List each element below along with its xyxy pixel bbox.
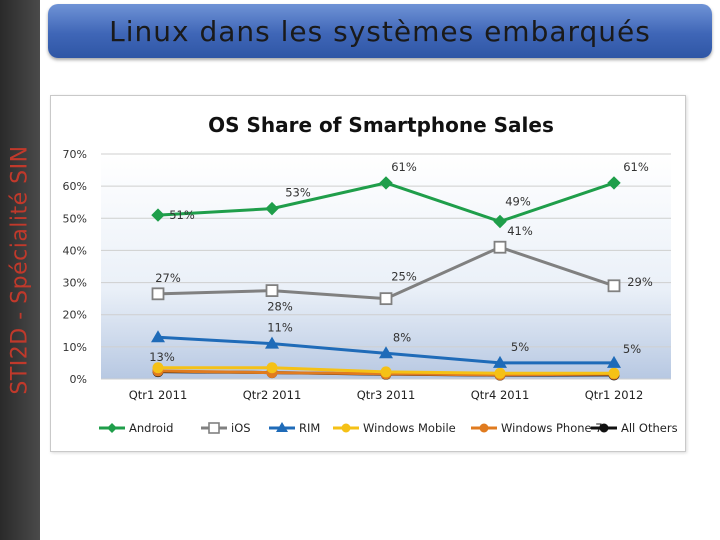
x-tick-label: Qtr2 2011: [243, 388, 302, 402]
data-point-android: [379, 176, 393, 190]
data-point-ios: [607, 279, 621, 293]
data-point-ios: [493, 240, 507, 254]
data-label-rim: 13%: [149, 350, 175, 364]
data-point-ios: [379, 292, 393, 306]
x-tick-label: Qtr1 2012: [585, 388, 644, 402]
legend-label-android: Android: [129, 421, 173, 435]
legend-marker-rim: [276, 422, 288, 432]
y-tick-label: 40%: [63, 244, 87, 257]
legend-label-ios: iOS: [231, 421, 251, 435]
legend-marker-android: [107, 423, 117, 433]
data-point-ios: [265, 284, 279, 298]
legend-marker-all-others: [599, 423, 609, 433]
legend-item-windows-mobile: Windows Mobile: [333, 421, 456, 435]
data-point-rim: [607, 355, 621, 368]
data-point-android: [151, 208, 165, 222]
data-label-ios: 28%: [267, 300, 293, 314]
chart-title: OS Share of Smartphone Sales: [208, 113, 554, 137]
y-tick-label: 10%: [63, 341, 87, 354]
data-point-windows-mobile: [152, 362, 164, 374]
x-tick-label: Qtr1 2011: [129, 388, 188, 402]
data-label-ios: 41%: [507, 224, 533, 238]
data-label-ios: 29%: [627, 275, 653, 289]
line-chart: OS Share of Smartphone Sales 0% 10% 20% 30% 4…: [63, 113, 678, 435]
data-point-windows-mobile: [494, 367, 506, 379]
legend-label-windows-mobile: Windows Mobile: [363, 421, 456, 435]
data-label-rim: 5%: [623, 342, 641, 356]
data-point-windows-mobile: [380, 366, 392, 378]
slide-title: Linux dans les systèmes embarqués: [109, 14, 651, 48]
data-point-rim: [265, 336, 279, 349]
legend-label-windows-phone-7: Windows Phone 7: [501, 421, 603, 435]
data-point-windows-mobile: [608, 367, 620, 379]
legend-marker-windows-phone-7: [479, 423, 489, 433]
data-label-android: 53%: [285, 186, 311, 200]
y-tick-label: 50%: [63, 212, 87, 225]
data-label-ios: 25%: [391, 270, 417, 284]
side-label-text: STI2D - Spécialité SIN: [7, 145, 33, 395]
y-tick-label: 30%: [63, 277, 87, 290]
data-point-android: [493, 214, 507, 229]
y-tick-label: 60%: [63, 180, 87, 193]
data-label-android: 61%: [623, 160, 649, 174]
data-label-android: 51%: [169, 208, 195, 222]
data-label-rim: 11%: [267, 321, 293, 335]
data-point-rim: [151, 330, 165, 343]
x-tick-label: Qtr3 2011: [357, 388, 416, 402]
plot-area: [101, 154, 671, 379]
x-tick-label: Qtr4 2011: [471, 388, 530, 402]
data-label-rim: 8%: [393, 330, 411, 344]
chart-frame: OS Share of Smartphone Sales 0% 10% 20% 30% 4…: [50, 95, 686, 452]
data-label-android: 61%: [391, 160, 417, 174]
data-label-android: 49%: [505, 195, 531, 209]
data-point-android: [265, 201, 279, 216]
legend-item-all-others: All Others: [591, 421, 678, 435]
legend-item-ios: iOS: [201, 421, 251, 435]
y-tick-label: 0%: [70, 373, 87, 386]
data-point-windows-mobile: [266, 362, 278, 374]
legend-label-rim: RIM: [299, 421, 320, 435]
side-label: STI2D - Spécialité SIN: [0, 0, 40, 540]
data-point-android: [607, 176, 621, 190]
title-bar: [48, 4, 712, 58]
legend-item-windows-phone-7: Windows Phone 7: [471, 421, 603, 435]
data-point-ios: [151, 287, 165, 301]
legend-label-all-others: All Others: [621, 421, 678, 435]
legend-item-rim: RIM: [269, 421, 320, 435]
y-tick-label: 20%: [63, 309, 87, 322]
data-label-ios: 27%: [155, 271, 181, 285]
data-label-rim: 5%: [511, 340, 529, 354]
side-bar: [0, 0, 40, 540]
legend-marker-ios: [208, 422, 220, 434]
legend-item-android: Android: [99, 421, 173, 435]
data-point-rim: [493, 355, 507, 368]
legend-marker-windows-mobile: [341, 423, 351, 433]
y-tick-label: 70%: [63, 148, 87, 161]
data-point-rim: [379, 346, 393, 359]
